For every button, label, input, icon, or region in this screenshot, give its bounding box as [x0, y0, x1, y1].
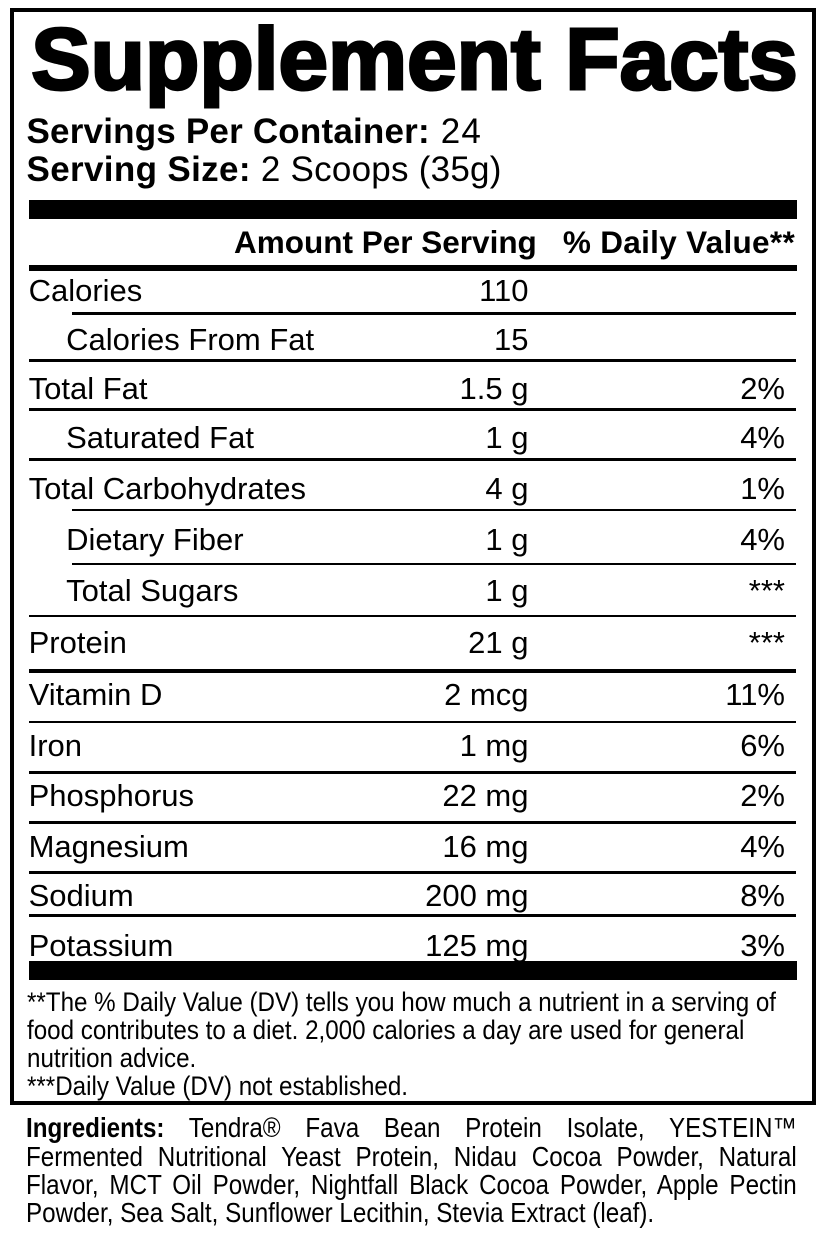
- svg-text:Supplement Facts: Supplement Facts: [31, 10, 798, 108]
